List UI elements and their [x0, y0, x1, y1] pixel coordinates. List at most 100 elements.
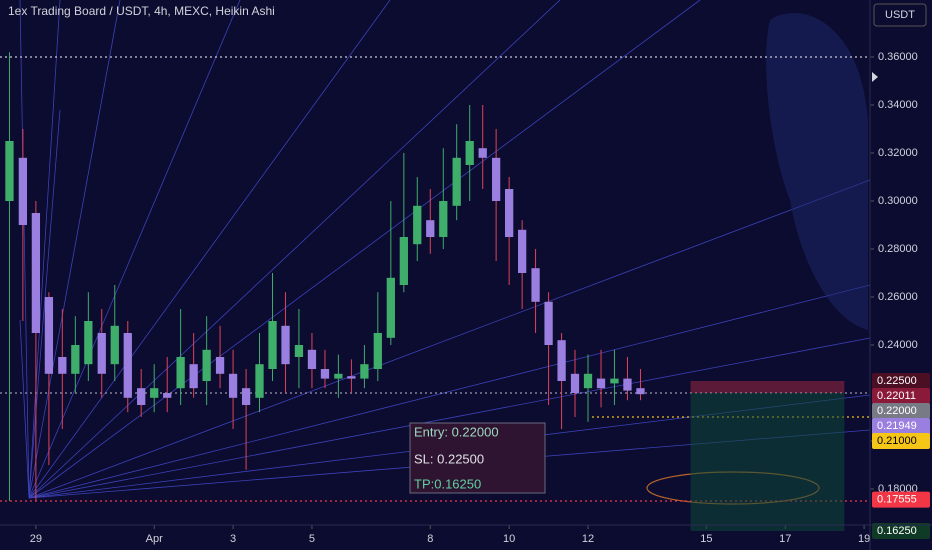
- price-label-bg: [872, 388, 930, 404]
- candle-body: [518, 229, 527, 273]
- candle-body: [583, 373, 593, 389]
- price-label: 0.21949: [877, 420, 917, 432]
- y-tick-label: 0.24000: [878, 339, 918, 351]
- candle-body: [347, 376, 356, 379]
- y-tick-label: 0.32000: [878, 147, 918, 159]
- scroll-arrow[interactable]: [872, 72, 878, 82]
- candle-body: [465, 141, 474, 165]
- candle-body: [557, 340, 566, 381]
- candle-body: [58, 357, 67, 374]
- candle-body: [320, 369, 330, 379]
- price-label: 0.17555: [877, 494, 917, 506]
- candle-body: [228, 373, 238, 398]
- fan-line: [19, 319, 30, 499]
- candle-body: [202, 349, 211, 381]
- candle-body: [255, 364, 264, 398]
- price-label-bg: [872, 433, 930, 449]
- candle-body: [426, 220, 435, 237]
- candle-body: [84, 321, 93, 365]
- candle-body: [18, 157, 28, 225]
- fan-line: [28, 0, 241, 499]
- fan-line: [28, 179, 871, 499]
- fan-line: [28, 284, 871, 499]
- chart-title: 1ex Trading Board / USDT, 4h, MEXC, Heik…: [8, 4, 275, 18]
- candle-body: [439, 201, 448, 237]
- candle-body: [386, 277, 395, 338]
- y-tick-label: 0.28000: [878, 243, 918, 255]
- candle-body: [31, 213, 41, 333]
- fan-line: [28, 0, 561, 499]
- price-label-bg: [872, 491, 930, 508]
- candle-body: [281, 325, 290, 365]
- candle-body: [97, 333, 106, 374]
- x-tick-label: 12: [582, 533, 594, 545]
- candle-body: [623, 378, 632, 391]
- x-tick-label: 8: [427, 533, 433, 545]
- x-tick-label: 5: [309, 533, 315, 545]
- x-tick-label: 17: [779, 533, 791, 545]
- fan-line: [28, 0, 61, 499]
- y-tick-label: 0.26000: [878, 291, 918, 303]
- target-zone: [690, 393, 845, 531]
- face-drawing: [766, 13, 868, 331]
- annotation-tp: TP:0.16250: [414, 476, 481, 491]
- candle-body: [531, 268, 540, 302]
- stop-zone: [690, 381, 845, 393]
- candle-body: [491, 157, 501, 201]
- fan-line: [28, 0, 121, 499]
- currency-label[interactable]: USDT: [885, 9, 915, 21]
- candle-body: [163, 393, 172, 398]
- candle-body: [360, 364, 369, 379]
- price-label: 0.22011: [877, 390, 916, 402]
- annotation-entry: Entry: 0.22000: [414, 424, 499, 439]
- price-label-bg: [872, 403, 930, 419]
- candle-body: [373, 333, 382, 369]
- candle-body: [241, 388, 251, 405]
- y-tick-label: 0.36000: [878, 51, 918, 63]
- candle-body: [478, 148, 487, 158]
- candle-body: [610, 378, 619, 384]
- candle-body: [44, 297, 54, 374]
- y-tick-label: 0.34000: [878, 99, 918, 111]
- candle-body: [413, 205, 422, 245]
- candle-body: [137, 388, 146, 405]
- fan-line: [28, 0, 391, 499]
- currency-button[interactable]: [873, 3, 927, 27]
- price-label: 0.22000: [877, 405, 917, 417]
- candle-body: [505, 189, 514, 237]
- price-label: 0.16250: [877, 525, 917, 537]
- candle-body: [176, 357, 185, 389]
- fan-line: [28, 109, 61, 499]
- candle-body: [596, 378, 606, 389]
- x-tick-label: Apr: [146, 533, 163, 545]
- annotation-box: [409, 422, 546, 494]
- x-tick-label: 3: [230, 533, 236, 545]
- fan-line: [19, 0, 30, 499]
- x-tick-label: 15: [700, 533, 712, 545]
- candle-body: [5, 141, 14, 201]
- candle-body: [399, 237, 408, 285]
- candle-body: [123, 333, 132, 398]
- x-tick-label: 10: [503, 533, 515, 545]
- candle-body: [452, 157, 461, 206]
- fan-line: [28, 337, 871, 499]
- y-tick-label: 0.30000: [878, 195, 918, 207]
- candle-body: [570, 373, 580, 393]
- candle-body: [189, 364, 198, 389]
- candle-body: [110, 325, 119, 365]
- x-tick-label: 29: [30, 533, 42, 545]
- candle-body: [307, 349, 317, 369]
- price-label-bg: [872, 523, 930, 539]
- price-label-bg: [872, 373, 930, 389]
- candle-body: [334, 373, 343, 379]
- x-tick-label: 19: [858, 533, 870, 545]
- candle-body: [294, 345, 304, 357]
- annotation-sl: SL: 0.22500: [414, 451, 484, 466]
- candle-body: [71, 345, 80, 374]
- candle-body: [215, 357, 225, 374]
- candle-body: [268, 321, 277, 369]
- candle-body: [150, 388, 159, 398]
- candle-body: [636, 388, 645, 395]
